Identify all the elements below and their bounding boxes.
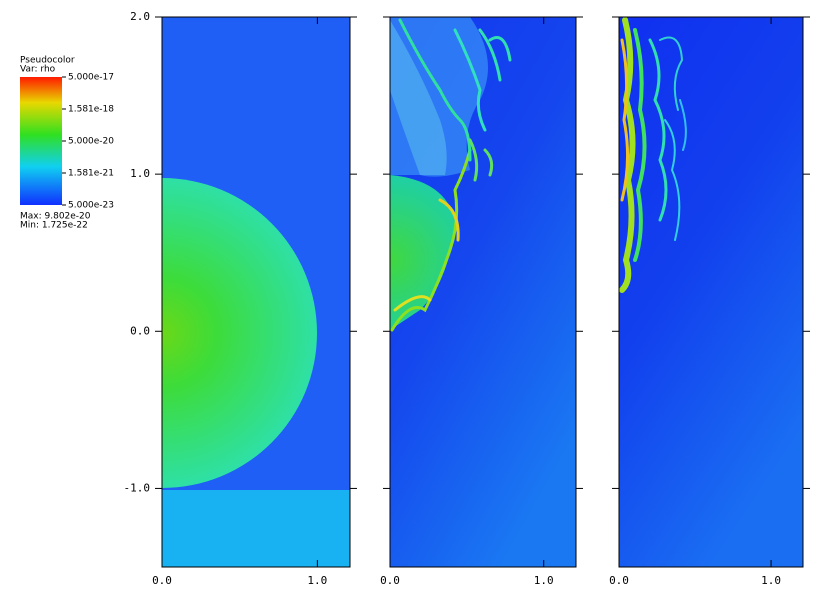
legend-max: Max: 9.802e-20 bbox=[20, 212, 91, 222]
color-bar bbox=[20, 77, 62, 205]
x-tick-label: 1.0 bbox=[761, 574, 781, 587]
x-tick-label: 0.0 bbox=[152, 574, 172, 587]
legend-min: Min: 1.725e-22 bbox=[20, 221, 88, 231]
legend-title: Pseudocolor bbox=[20, 56, 75, 66]
x-tick-label: 0.0 bbox=[380, 574, 400, 587]
legend-label: 5.000e-23 bbox=[68, 201, 114, 211]
y-tick-label: -1.0 bbox=[124, 481, 151, 494]
x-tick-label: 1.0 bbox=[534, 574, 554, 587]
panel-image bbox=[390, 17, 576, 567]
frames bbox=[161, 16, 804, 568]
y-tick-label: 2.0 bbox=[130, 10, 150, 23]
legend-label: 5.000e-17 bbox=[68, 73, 114, 83]
panel-image bbox=[619, 17, 803, 567]
legend-label: 1.581e-18 bbox=[68, 105, 114, 115]
x-tick-label: 0.0 bbox=[609, 574, 629, 587]
legend-variable: Var: rho bbox=[20, 65, 56, 75]
x-tick-label: 1.0 bbox=[307, 574, 327, 587]
y-tick-label: 0.0 bbox=[130, 324, 150, 337]
panel-image bbox=[162, 17, 350, 567]
legend-label: 5.000e-20 bbox=[68, 137, 114, 147]
y-tick-label: 1.0 bbox=[130, 167, 150, 180]
legend-label: 1.581e-21 bbox=[68, 169, 114, 179]
